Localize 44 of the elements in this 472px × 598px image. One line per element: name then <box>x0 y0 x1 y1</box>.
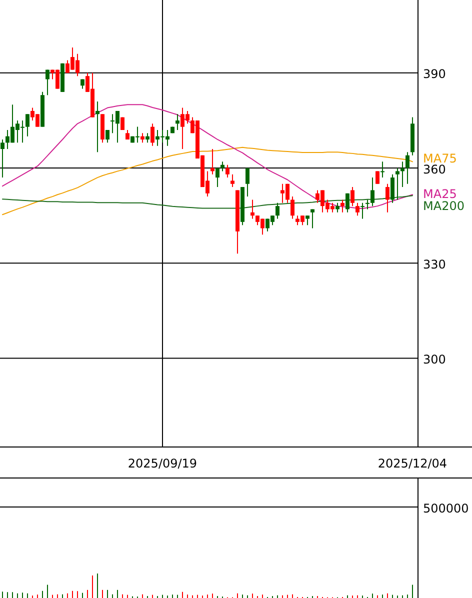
candlestick <box>396 168 400 200</box>
candlestick <box>246 168 250 198</box>
candlestick <box>106 129 110 144</box>
candlestick <box>216 168 220 188</box>
candlestick <box>386 183 390 213</box>
candlestick <box>346 192 350 213</box>
candlestick <box>210 148 214 175</box>
candlestick <box>0 138 4 178</box>
candlestick <box>96 100 100 153</box>
y-tick-label: 300 <box>423 352 446 367</box>
candlestick <box>230 174 234 188</box>
candlestick <box>380 161 384 178</box>
line-series <box>2 146 413 216</box>
x-tick-label: 2025/09/19 <box>128 456 198 470</box>
candlestick <box>140 132 144 144</box>
candlestick <box>220 161 224 172</box>
candlestick <box>350 186 354 207</box>
candlestick <box>226 164 230 178</box>
candlestick <box>126 129 130 140</box>
x-tick-label: 2025/12/04 <box>378 456 448 470</box>
candlestick <box>146 132 150 144</box>
candlestick <box>400 161 404 188</box>
candlestick <box>46 69 50 96</box>
candlestick <box>26 114 30 137</box>
series-label: MA200 <box>423 198 464 213</box>
candlestick <box>340 199 344 213</box>
candlestick <box>250 199 254 220</box>
scale-rule: 500000 <box>0 501 469 516</box>
y-tick-label: 390 <box>423 67 446 82</box>
candlestick <box>176 114 180 130</box>
candlestick <box>406 152 410 184</box>
candlestick <box>310 208 314 229</box>
candlestick <box>356 202 360 216</box>
candlestick <box>370 177 374 207</box>
candlestick <box>360 202 364 220</box>
candlestick <box>336 202 340 213</box>
candlestick <box>366 199 370 210</box>
series-label: MA25 <box>423 186 457 201</box>
candlestick <box>390 174 394 204</box>
y-tick-label: 330 <box>423 257 446 272</box>
candlestick <box>306 215 310 226</box>
candlestick <box>150 123 154 146</box>
candlestick <box>290 196 294 220</box>
candlestick <box>276 202 280 220</box>
